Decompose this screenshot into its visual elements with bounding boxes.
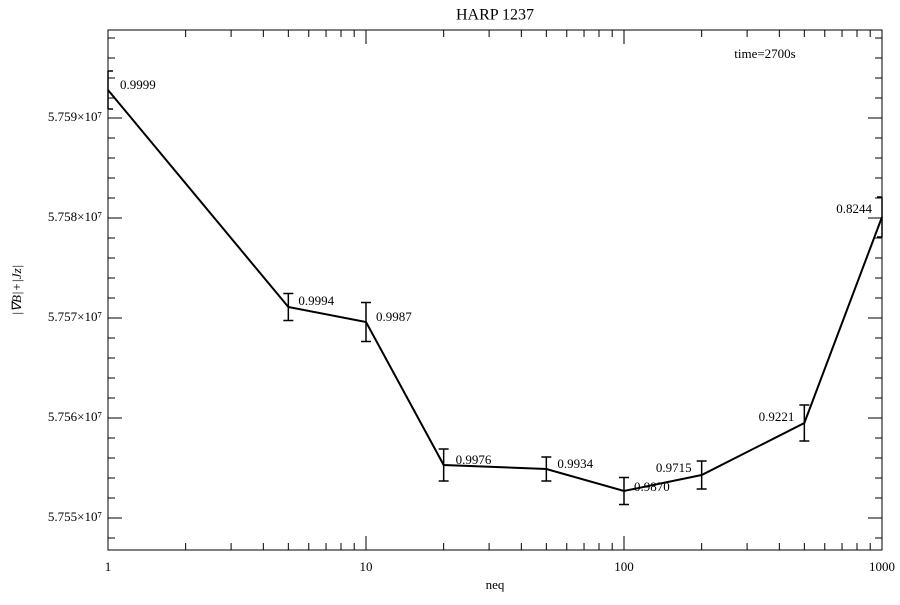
- y-axis-label: |∇B|+|Jz|: [9, 265, 24, 316]
- point-label: 0.9987: [376, 309, 412, 324]
- y-tick-label: 5.757×10⁷: [48, 309, 102, 324]
- error-bar: [107, 70, 113, 110]
- y-tick-label: 5.756×10⁷: [48, 409, 102, 424]
- point-label: 0.9870: [634, 479, 670, 494]
- chart-title: HARP 1237: [456, 7, 534, 24]
- point-label: 0.9976: [456, 452, 492, 467]
- x-tick-label: 100: [614, 559, 634, 574]
- point-label: 0.9221: [759, 409, 795, 424]
- y-tick-label: 5.755×10⁷: [48, 509, 102, 524]
- x-axis-label: neq: [486, 577, 505, 592]
- error-bar: [283, 292, 294, 322]
- point-label: 0.9999: [120, 77, 156, 92]
- error-bar: [696, 460, 707, 490]
- error-bar: [619, 476, 629, 506]
- error-bar: [799, 404, 810, 442]
- annotation: time=2700s: [734, 46, 796, 61]
- x-tick-label: 10: [360, 559, 373, 574]
- point-label: 0.9994: [298, 293, 334, 308]
- point-label: 0.8244: [836, 201, 872, 216]
- error-bar: [361, 301, 371, 343]
- error-bar: [541, 456, 552, 482]
- x-tick-label: 1000: [869, 559, 895, 574]
- error-bar: [438, 448, 449, 482]
- point-label: 0.9715: [656, 460, 692, 475]
- y-tick-label: 5.758×10⁷: [48, 209, 102, 224]
- point-label: 0.9934: [557, 456, 593, 471]
- x-tick-label: 1: [105, 559, 112, 574]
- error-bar: [877, 196, 883, 238]
- y-tick-label: 5.759×10⁷: [48, 109, 102, 124]
- plot-frame: [107, 29, 883, 551]
